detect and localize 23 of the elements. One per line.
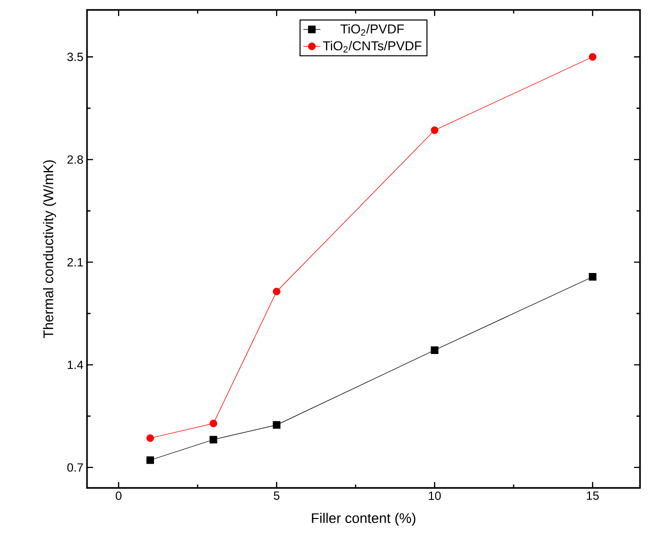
y-tick-label: 0.7 [67,463,83,472]
point [146,456,154,464]
point [272,421,280,429]
x-tick-label: 15 [586,492,599,500]
y-tick-label: 3.5 [67,52,83,62]
x-axis-title: Filler content (%) [312,512,416,526]
y-tick-label: 1.4 [68,360,84,369]
x-tick-label: 0 [116,492,122,500]
legend-label: TiO$_{2}$/PVDF [340,24,404,36]
y-axis-title: Thermal conductivity (W/mK) [43,160,56,338]
point [146,434,154,442]
point [588,273,596,281]
legend-label: TiO$_{2}$/CNTs/PVDF [322,40,422,52]
y-tick-label: 2.8 [67,155,83,164]
point [588,53,596,61]
point [210,436,218,444]
point [430,346,438,354]
point [210,420,218,428]
x-tick-label: 5 [274,492,280,500]
point [430,126,438,134]
x-tick-label: 10 [428,492,441,500]
point [272,288,280,296]
y-tick-label: 2.1 [67,258,83,266]
